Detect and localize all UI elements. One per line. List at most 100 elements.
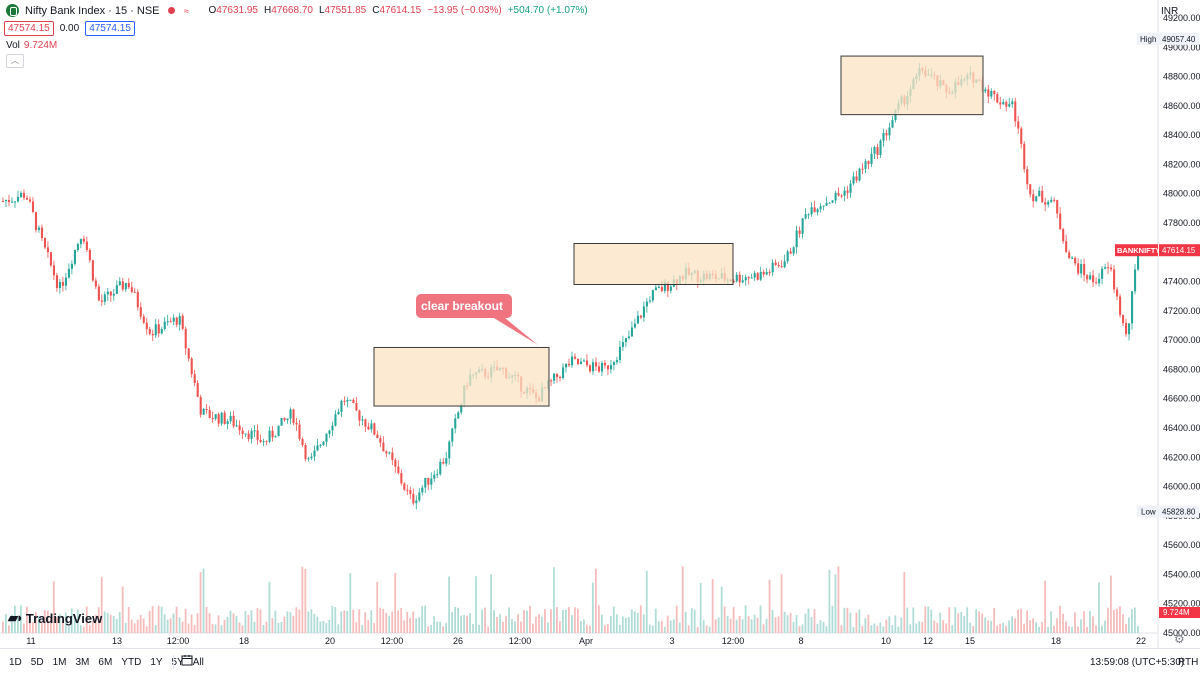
price-tick-label: 47800.00: [1163, 218, 1200, 228]
range-5y[interactable]: 5Y: [171, 657, 184, 668]
candle-body: [594, 362, 598, 367]
volume-bar: [864, 618, 867, 633]
volume-bar: [295, 607, 298, 633]
candle-body: [559, 377, 562, 379]
candle-body: [343, 400, 346, 402]
volume-bar: [975, 609, 978, 633]
volume-bar: [19, 605, 22, 633]
highlight-box[interactable]: [573, 243, 734, 285]
volume-bar: [70, 608, 73, 633]
volume-bar: [271, 618, 274, 633]
sell-button[interactable]: 47574.15: [4, 21, 54, 36]
collapse-legend-button[interactable]: ︿: [6, 54, 24, 68]
volume-bar: [678, 622, 681, 633]
volume-bar: [310, 609, 313, 633]
callout-bubble[interactable]: [416, 294, 538, 345]
candle-body: [1128, 323, 1131, 335]
range-1d[interactable]: 1D: [9, 657, 22, 668]
range-1y[interactable]: 1Y: [150, 657, 163, 668]
range-ytd[interactable]: YTD: [121, 657, 142, 668]
chart-pane[interactable]: 49200.00 49000.00 48800.00 48600.00 48400.00…: [0, 0, 1200, 648]
day-change-value: +504.70 (+1.07%): [507, 5, 588, 16]
time-tick-label: 8: [798, 636, 803, 646]
candle-body: [657, 286, 660, 288]
volume-bar: [466, 615, 468, 633]
tradingview-logo[interactable]: ▰◗ TradingView: [8, 610, 103, 626]
candle-body: [256, 430, 259, 440]
candle-body: [750, 277, 753, 279]
buy-button[interactable]: 47574.15: [85, 21, 135, 36]
candle-body: [771, 262, 774, 273]
volume-bar: [37, 616, 40, 633]
volume-bar: [88, 625, 91, 633]
volume-bar: [1065, 621, 1067, 633]
volume-bar: [579, 621, 582, 633]
highlight-box[interactable]: [373, 346, 550, 407]
highlight-box[interactable]: [840, 55, 984, 116]
candle-body: [127, 282, 130, 288]
low-value-bg: [1159, 505, 1199, 518]
volume-bar: [936, 622, 939, 633]
market-status-icon[interactable]: [167, 7, 175, 14]
volume-bar: [702, 620, 705, 633]
low-label: Low: [1141, 508, 1156, 517]
candle-body: [798, 230, 801, 234]
candle-body: [1134, 269, 1137, 292]
volume-bar: [100, 576, 103, 633]
volume-bar: [391, 611, 394, 633]
volume-bar: [565, 609, 567, 633]
candle-body: [891, 120, 894, 128]
candle-body: [247, 433, 250, 439]
volume-bar: [424, 605, 427, 633]
candle-body: [1044, 202, 1047, 205]
last-price-bg[interactable]: [1159, 244, 1200, 257]
candle-body: [325, 433, 328, 442]
volume-bar: [897, 626, 900, 633]
calendar-icon[interactable]: [181, 654, 193, 666]
range-3m[interactable]: 3M: [75, 657, 90, 668]
candle-body: [361, 419, 364, 421]
volume-bar: [244, 611, 247, 633]
volume-bar: [472, 623, 474, 633]
candle-body: [37, 227, 41, 230]
range-5d[interactable]: 5D: [30, 657, 44, 668]
compare-icon[interactable]: ≈: [184, 5, 189, 16]
candle-body: [996, 94, 999, 103]
range-6m[interactable]: 6M: [98, 657, 113, 668]
volume-bar: [289, 612, 292, 633]
candle-body: [1026, 169, 1029, 185]
clock-timezone[interactable]: 13:59:08 (UTC+5:30): [1090, 657, 1185, 668]
candle-body: [220, 412, 223, 424]
volume-bar: [205, 606, 208, 633]
volume-bar: [292, 615, 295, 633]
candle-body: [1017, 121, 1020, 129]
volume-bar: [85, 606, 88, 633]
session-toggle[interactable]: RTH: [1178, 657, 1199, 668]
symbol-tag-bg[interactable]: [1115, 244, 1158, 257]
candle-body: [571, 356, 574, 366]
range-1m[interactable]: 1M: [52, 657, 67, 668]
volume-bar: [361, 624, 364, 633]
candle-body: [1062, 229, 1065, 242]
candle-body: [22, 192, 26, 198]
settings-gear-icon[interactable]: ⚙: [1174, 632, 1185, 646]
volume-bar: [418, 617, 421, 633]
range-all[interactable]: All: [192, 657, 204, 668]
volume-bar: [684, 611, 687, 633]
symbol-title[interactable]: Nifty Bank Index · 15 · NSE: [25, 4, 160, 17]
volume-bar: [118, 612, 121, 633]
candle-body: [582, 360, 586, 362]
volume-bar: [987, 620, 990, 633]
candle-body: [744, 277, 747, 281]
volume-bar: [1125, 624, 1127, 633]
candle-body: [651, 290, 654, 301]
volume-bar: [49, 619, 52, 633]
currency-label[interactable]: INR: [1161, 6, 1179, 17]
low-value: 45828.80: [1162, 508, 1196, 517]
candle-body: [19, 192, 23, 197]
volume-bar: [672, 619, 675, 633]
volume-bar: [409, 617, 412, 633]
candle-body: [1038, 190, 1041, 197]
time-tick-label: 12: [923, 636, 933, 646]
volume-bar: [609, 616, 612, 633]
